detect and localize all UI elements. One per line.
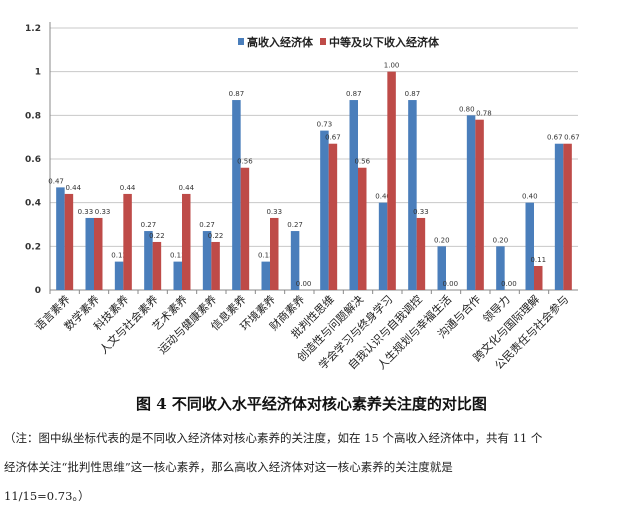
note-line-3: 11/15=0.73。） bbox=[4, 489, 90, 503]
data-label: 0.33 bbox=[266, 208, 282, 216]
data-label: 0.73 bbox=[317, 121, 333, 129]
data-label: 0.27 bbox=[199, 221, 215, 229]
bar-high bbox=[378, 202, 388, 290]
legend-swatch bbox=[320, 38, 326, 45]
bar-mid bbox=[182, 193, 191, 290]
data-label: 0.22 bbox=[208, 232, 224, 240]
data-label: 0.27 bbox=[287, 221, 303, 229]
data-label: 0.00 bbox=[442, 280, 458, 288]
data-label: 0.40 bbox=[522, 193, 538, 201]
bar-mid bbox=[152, 241, 162, 290]
data-label: 0.13 bbox=[111, 252, 127, 260]
bar-mid bbox=[358, 167, 367, 290]
data-label: 0.87 bbox=[229, 90, 245, 98]
figure-caption: 图 4 不同收入水平经济体对核心素养关注度的对比图 bbox=[136, 395, 487, 413]
data-label: 0.00 bbox=[296, 280, 312, 288]
bar-mid bbox=[534, 265, 543, 290]
bar-high bbox=[261, 261, 270, 290]
bar-high bbox=[202, 231, 212, 290]
y-tick-label: 0.2 bbox=[25, 242, 41, 252]
note-line-1: （注：图中纵坐标代表的是不同收入经济体对核心素养的关注度，如在 15 个高收入经… bbox=[4, 431, 543, 445]
bar-mid bbox=[387, 71, 396, 291]
bar-mid bbox=[64, 193, 74, 290]
y-tick-label: 0.8 bbox=[25, 111, 41, 121]
bar-high bbox=[114, 261, 124, 290]
data-label: 0.27 bbox=[141, 221, 157, 229]
data-label: 0.87 bbox=[346, 90, 362, 98]
legend-swatch bbox=[238, 38, 244, 45]
bar-high bbox=[173, 261, 182, 290]
bar-mid bbox=[328, 143, 338, 290]
bar-high bbox=[525, 202, 534, 290]
bar-high bbox=[349, 100, 358, 290]
data-label: 0.44 bbox=[178, 184, 194, 192]
bar-high bbox=[496, 246, 505, 290]
data-label: 0.20 bbox=[493, 236, 509, 244]
data-label: 0.47 bbox=[48, 177, 64, 185]
bar-high bbox=[466, 115, 476, 290]
data-label: 0.33 bbox=[78, 208, 94, 216]
data-label: 0.78 bbox=[476, 110, 492, 118]
legend-label: 高收入经济体 bbox=[247, 35, 314, 49]
bar-mid bbox=[123, 193, 132, 290]
bar-mid bbox=[563, 143, 572, 290]
y-tick-label: 0.4 bbox=[25, 199, 41, 209]
data-label: 0.40 bbox=[375, 193, 391, 201]
bar-mid bbox=[416, 217, 426, 290]
data-label: 0.67 bbox=[564, 134, 580, 142]
y-tick-label: 0.6 bbox=[25, 155, 41, 165]
bar-mid bbox=[475, 119, 484, 290]
data-label: 1.00 bbox=[384, 62, 400, 70]
y-tick-label: 1 bbox=[35, 68, 41, 78]
bar-high bbox=[144, 231, 153, 290]
data-label: 0.00 bbox=[501, 280, 517, 288]
bar-mid bbox=[270, 217, 279, 290]
bar-high bbox=[290, 231, 300, 290]
bar-high bbox=[320, 130, 329, 290]
data-label: 0.13 bbox=[170, 252, 186, 260]
note-line-2: 经济体关注“批判性思维”这一核心素养，那么高收入经济体对这一核心素养的关注度就是 bbox=[4, 460, 453, 474]
data-label: 0.87 bbox=[405, 90, 421, 98]
data-label: 0.13 bbox=[258, 252, 274, 260]
bar-high bbox=[408, 100, 417, 290]
data-label: 0.22 bbox=[149, 232, 165, 240]
data-label: 0.44 bbox=[65, 184, 81, 192]
data-label: 0.56 bbox=[354, 158, 370, 166]
data-label: 0.11 bbox=[530, 256, 546, 264]
y-tick-label: 1.2 bbox=[25, 24, 41, 34]
data-label: 0.67 bbox=[547, 134, 563, 142]
bar-mid bbox=[240, 167, 250, 290]
legend-label: 中等及以下收入经济体 bbox=[329, 35, 440, 49]
bar-high bbox=[437, 246, 446, 290]
data-label: 0.33 bbox=[413, 208, 429, 216]
bar-high bbox=[232, 100, 241, 290]
data-label: 0.20 bbox=[434, 236, 450, 244]
y-tick-label: 0 bbox=[35, 286, 41, 296]
data-label: 0.44 bbox=[120, 184, 136, 192]
data-label: 0.67 bbox=[325, 134, 341, 142]
bar-high bbox=[56, 187, 65, 290]
bar-mid bbox=[94, 217, 103, 290]
bar-high bbox=[554, 143, 564, 290]
data-label: 0.80 bbox=[459, 105, 475, 113]
bar-mid bbox=[211, 241, 220, 290]
data-label: 0.56 bbox=[237, 158, 253, 166]
bar-high bbox=[85, 217, 94, 290]
data-label: 0.33 bbox=[95, 208, 111, 216]
